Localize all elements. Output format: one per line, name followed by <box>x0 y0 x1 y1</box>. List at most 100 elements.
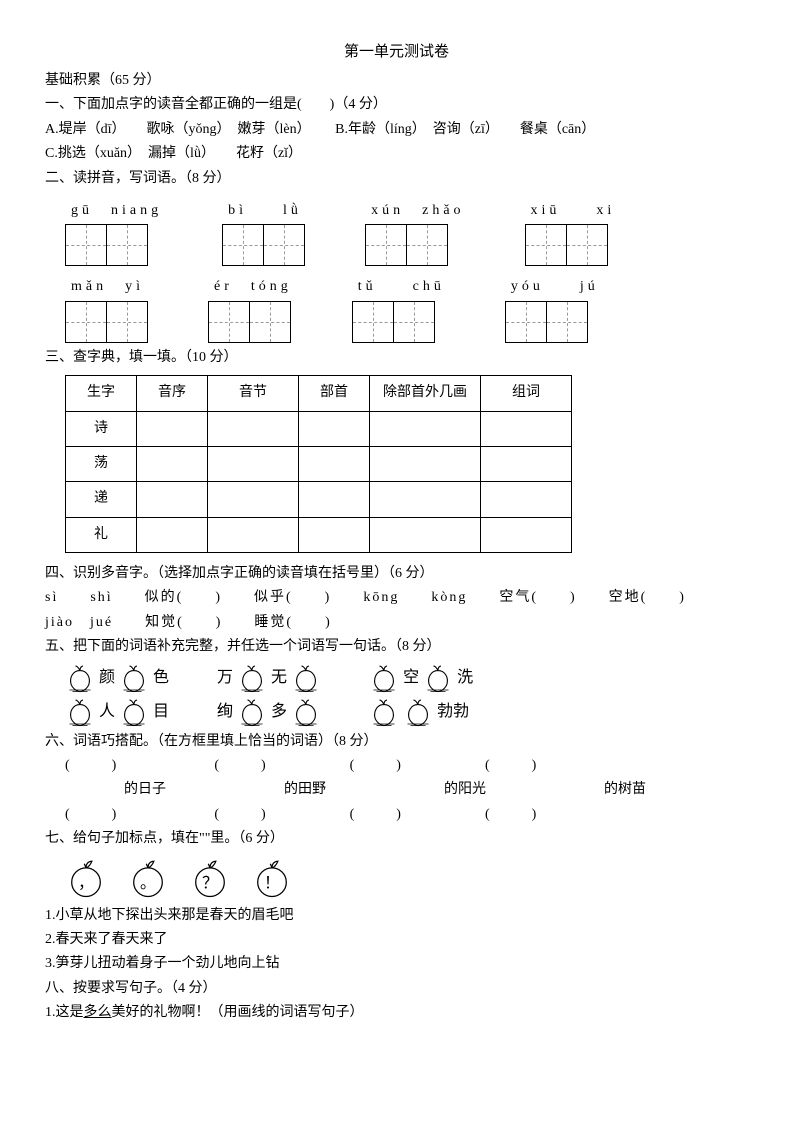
word-group: 勃勃 <box>369 697 469 727</box>
q1-stem: 一、下面加点字的读音全都正确的一组是( )（4 分） <box>45 94 748 116</box>
tian-box[interactable] <box>365 224 448 266</box>
peach-icon[interactable] <box>237 697 267 727</box>
word-char: 颜 <box>99 665 115 691</box>
table-row: 荡 <box>66 446 572 481</box>
q5-row2: 人目绚多勃勃 <box>65 697 748 727</box>
tian-box[interactable] <box>65 224 148 266</box>
pinyin-label: bì lǜ <box>222 200 302 222</box>
q8-s1-post: 美好的礼物啊！（用画线的词语写句子） <box>112 1005 364 1020</box>
q6-top: ( ) ( ) ( ) ( ) <box>65 755 748 777</box>
table-header: 生字 <box>66 376 137 411</box>
pinyin-label: ér tóng <box>208 276 292 298</box>
tian-box[interactable] <box>505 301 588 343</box>
table-cell[interactable] <box>481 482 572 517</box>
table-cell[interactable] <box>137 517 208 552</box>
peach-icon[interactable] <box>119 663 149 693</box>
table-cell[interactable] <box>208 411 299 446</box>
pinyin-label: xún zhǎo <box>365 200 464 222</box>
table-cell: 递 <box>66 482 137 517</box>
tian-box[interactable] <box>352 301 435 343</box>
word-char: 多 <box>271 699 287 725</box>
q4-stem: 四、识别多音字。（选择加点字正确的读音填在括号里）（6 分） <box>45 563 748 585</box>
word-char: 空 <box>403 665 419 691</box>
table-header: 音节 <box>208 376 299 411</box>
tian-box[interactable] <box>222 224 305 266</box>
table-cell[interactable] <box>299 482 370 517</box>
table-cell[interactable] <box>137 411 208 446</box>
q8-s1-pre: 1.这是 <box>45 1005 84 1020</box>
table-cell[interactable] <box>481 517 572 552</box>
q8-stem: 八、按要求写句子。（4 分） <box>45 978 748 1000</box>
q7-s1: 1.小草从地下探出头来那是春天的眉毛吧 <box>45 905 748 927</box>
peach-icon[interactable] <box>65 697 95 727</box>
table-cell[interactable] <box>481 411 572 446</box>
table-cell: 荡 <box>66 446 137 481</box>
peach-icon[interactable] <box>291 663 321 693</box>
pinyin-label: tǔ chū <box>352 276 445 298</box>
word-char: 无 <box>271 665 287 691</box>
table-header: 音序 <box>137 376 208 411</box>
q1-options: A.堤岸（dī） 歌咏（yǒng） 嫩芽（lèn） B.年龄（líng） 咨询（… <box>45 119 748 141</box>
peach-icon[interactable] <box>403 697 433 727</box>
apple-icon: ！ <box>251 857 293 899</box>
word-group: 人目 <box>65 697 169 727</box>
pinyin-label: xiū xi <box>525 200 616 222</box>
pinyin-label: gū niang <box>65 200 162 222</box>
table-cell[interactable] <box>481 446 572 481</box>
peach-icon[interactable] <box>369 697 399 727</box>
word-char: 绚 <box>217 699 233 725</box>
q4-line1: sì shì 似的( ) 似乎( ) kōng kòng 空气( ) 空地( ) <box>45 587 748 609</box>
peach-icon[interactable] <box>237 663 267 693</box>
table-cell[interactable] <box>137 482 208 517</box>
table-header: 组词 <box>481 376 572 411</box>
peach-icon[interactable] <box>291 697 321 727</box>
tian-box[interactable] <box>525 224 608 266</box>
table-cell[interactable] <box>370 446 481 481</box>
peach-icon[interactable] <box>423 663 453 693</box>
word-char: 人 <box>99 699 115 725</box>
tian-box[interactable] <box>208 301 291 343</box>
table-cell[interactable] <box>370 482 481 517</box>
word-group: 万无 <box>217 663 321 693</box>
q6-mid: 的日子的田野的阳光的树苗 <box>65 779 748 801</box>
section-header: 基础积累（65 分） <box>45 70 748 92</box>
q4-line2: jiào jué 知觉( ) 睡觉( ) <box>45 612 748 634</box>
q5-stem: 五、把下面的词语补充完整，并任选一个词语写一句话。（8 分） <box>45 636 748 658</box>
word-group: 颜色 <box>65 663 169 693</box>
table-cell: 诗 <box>66 411 137 446</box>
apple-icon: 。 <box>127 857 169 899</box>
table-cell[interactable] <box>299 446 370 481</box>
pinyin-label: yóu jú <box>505 276 599 298</box>
word-char: 目 <box>153 699 169 725</box>
q7-apples: ，。？！ <box>65 857 748 899</box>
page-title: 第一单元测试卷 <box>45 40 748 64</box>
table-header: 除部首外几画 <box>370 376 481 411</box>
q8-s1-underline: 多么 <box>84 1005 112 1020</box>
q3-stem: 三、查字典，填一填。（10 分） <box>45 347 748 369</box>
peach-icon[interactable] <box>65 663 95 693</box>
word-char: 万 <box>217 665 233 691</box>
table-row: 诗 <box>66 411 572 446</box>
q8-s1: 1.这是多么美好的礼物啊！（用画线的词语写句子） <box>45 1002 748 1024</box>
q7-stem: 七、给句子加标点，填在""里。（6 分） <box>45 828 748 850</box>
table-cell[interactable] <box>208 517 299 552</box>
tian-box[interactable] <box>65 301 148 343</box>
table-header: 部首 <box>299 376 370 411</box>
q1-optC: C.挑选（xuǎn） 漏掉（lǜ） 花籽（zǐ） <box>45 143 748 165</box>
table-cell: 礼 <box>66 517 137 552</box>
q2-stem: 二、读拼音，写词语。（8 分） <box>45 168 748 190</box>
table-cell[interactable] <box>299 411 370 446</box>
peach-icon[interactable] <box>369 663 399 693</box>
q2-row2: mǎn yìér tóngtǔ chūyóu jú <box>65 276 748 342</box>
table-cell[interactable] <box>299 517 370 552</box>
word-group: 绚多 <box>217 697 321 727</box>
peach-icon[interactable] <box>119 697 149 727</box>
q1-optA: A.堤岸（dī） 歌咏（yǒng） 嫩芽（lèn） <box>45 122 304 137</box>
table-cell[interactable] <box>370 517 481 552</box>
word-char: 勃勃 <box>437 699 469 725</box>
table-cell[interactable] <box>208 482 299 517</box>
table-cell[interactable] <box>137 446 208 481</box>
table-cell[interactable] <box>370 411 481 446</box>
q5-row1: 颜色万无空洗 <box>65 663 748 693</box>
table-cell[interactable] <box>208 446 299 481</box>
